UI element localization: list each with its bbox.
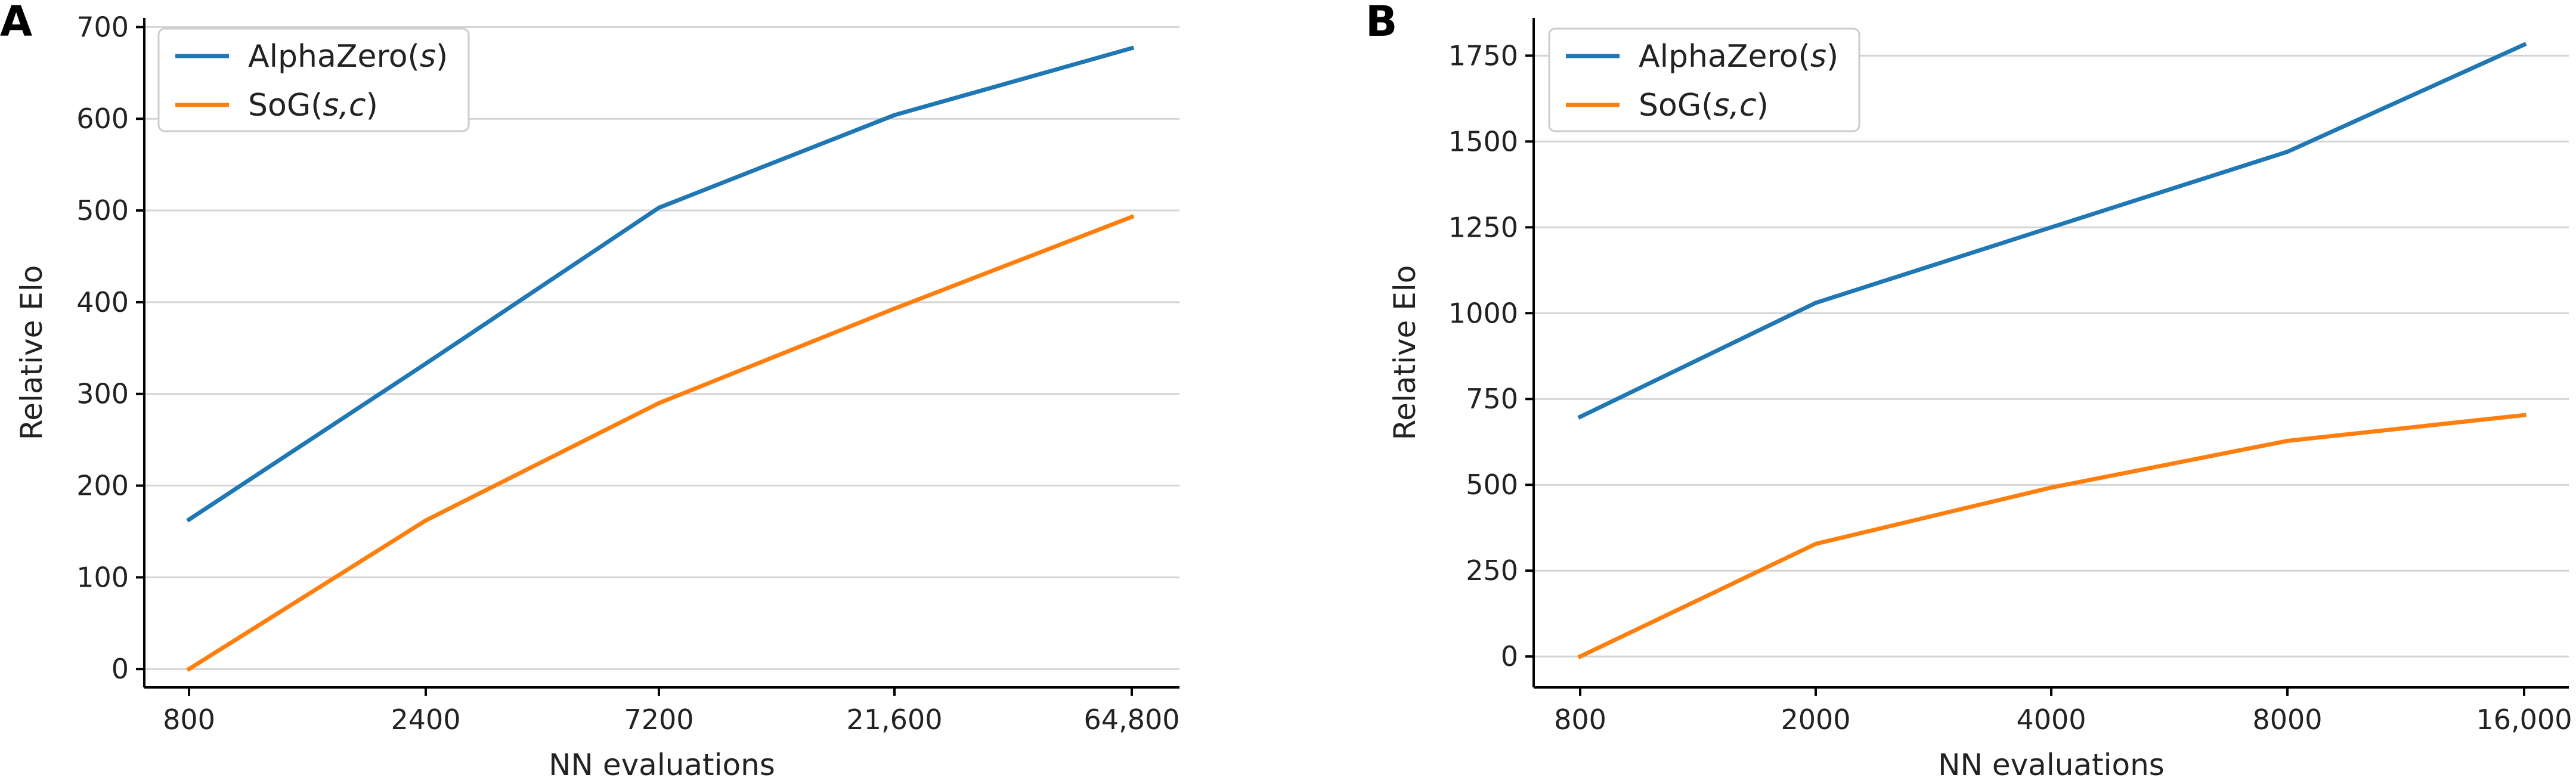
x-tick-label: 800: [163, 703, 215, 736]
y-tick-label: 250: [1466, 554, 1518, 587]
chart-panel-b: 0 250 500 750 1000 1250 1500 1750 800 2000 4000 800…: [1366, 0, 2572, 781]
panel-label: B: [1366, 0, 1397, 46]
panel-label: A: [0, 0, 32, 46]
legend-label: AlphaZero(s): [1639, 39, 1838, 75]
y-tick-label: 1000: [1448, 297, 1518, 329]
x-axis-label: NN evaluations: [549, 748, 775, 781]
y-axis-label: Relative Elo: [1388, 265, 1422, 441]
legend-label: SoG(s,c): [248, 88, 378, 123]
legend-label: AlphaZero(s): [248, 39, 448, 75]
legend-label-args: s,c: [323, 88, 366, 123]
x-tick-label: 2400: [391, 703, 460, 736]
y-tick-label: 1250: [1448, 211, 1518, 243]
y-tick-label: 500: [1466, 469, 1518, 501]
y-tick-label: 1500: [1448, 125, 1518, 157]
legend-label: SoG(s,c): [1639, 88, 1769, 123]
legend-label-args: s: [1810, 39, 1826, 75]
legend-label-base: AlphaZero(: [248, 39, 420, 75]
y-tick-label: 200: [76, 470, 129, 502]
legend-label-suffix: ): [1757, 88, 1769, 123]
x-tick-label: 16,000: [2476, 703, 2572, 736]
y-tick-label: 1750: [1448, 39, 1518, 72]
legend-label-suffix: ): [366, 88, 378, 123]
x-tick-label: 64,800: [1084, 703, 1180, 736]
y-tick-label: 300: [76, 378, 129, 410]
y-axis-label: Relative Elo: [14, 265, 49, 441]
legend-label-suffix: ): [436, 39, 448, 75]
y-tick-label: 700: [76, 11, 129, 43]
x-tick-label: 21,600: [847, 703, 943, 736]
series-line-sog: [186, 214, 1135, 672]
x-tick-label: 4000: [2016, 703, 2086, 736]
y-tick-label: 400: [76, 286, 129, 318]
legend-label-args: s: [420, 39, 436, 75]
y-tick-label: 500: [76, 194, 129, 227]
x-tick-label: 800: [1554, 703, 1606, 736]
legend-box: [157, 27, 470, 132]
legend-label-base: AlphaZero(: [1639, 39, 1810, 75]
legend-label-args: s,c: [1713, 88, 1756, 123]
legend-label-suffix: ): [1826, 39, 1838, 75]
x-tick-label: 8000: [2252, 703, 2322, 736]
series-line-sog: [1577, 413, 2527, 659]
legend-label-base: SoG(: [1639, 88, 1713, 123]
legend-label-base: SoG(: [248, 88, 323, 123]
y-tick-label: 600: [76, 103, 129, 135]
x-tick-label: 7200: [624, 703, 693, 736]
y-tick-label: 0: [112, 653, 129, 685]
y-tick-label: 100: [76, 561, 129, 593]
legend-box: [1548, 27, 1860, 132]
x-axis-label: NN evaluations: [1938, 748, 2165, 781]
x-tick-label: 2000: [1781, 703, 1850, 736]
y-tick-label: 750: [1466, 383, 1518, 415]
chart-panel-a: 0 100 200 300 400 500 600 700 800 2400 7200 21,600 6…: [0, 0, 1179, 781]
y-tick-label: 0: [1501, 640, 1518, 672]
